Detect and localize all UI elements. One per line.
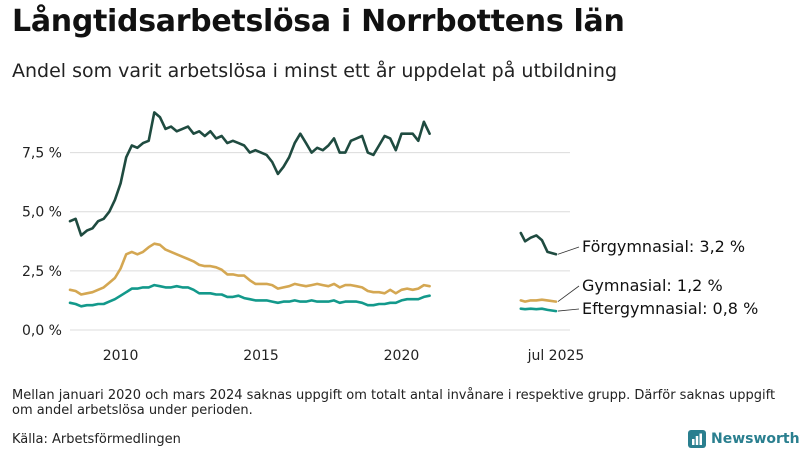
y-tick-label: 0,0 %	[22, 323, 62, 339]
y-tick-label: 7,5 %	[22, 146, 62, 162]
x-tick-label: 2020	[384, 348, 420, 364]
series-line-eftergymnasial	[68, 283, 431, 308]
x-axis-tick-labels: 2010 2015 2020 jul 2025	[103, 348, 585, 364]
series-line-gymnasial	[519, 298, 558, 303]
series-line-forgymnasial	[519, 231, 558, 256]
y-tick-label: 2,5 %	[22, 264, 62, 280]
series-line-gymnasial	[68, 242, 431, 296]
line-chart: 0,0 % 2,5 % 5,0 % 7,5 % 2010 2015 2020 jul 202…	[22, 111, 758, 364]
bar-chart-icon	[688, 430, 706, 448]
y-axis-tick-labels: 0,0 % 2,5 % 5,0 % 7,5 %	[22, 146, 62, 339]
label-leader-line	[557, 308, 580, 312]
series-lines	[68, 111, 558, 313]
missing-data-note: Mellan januari 2020 och mars 2024 saknas…	[12, 388, 776, 418]
source-note: Källa: Arbetsförmedlingen	[12, 432, 181, 447]
x-tick-label: 2010	[103, 348, 139, 364]
x-tick-label: 2015	[243, 348, 279, 364]
grid-lines	[70, 152, 570, 331]
brand-name: Newsworthy	[711, 431, 800, 447]
series-end-label: Eftergymnasial: 0,8 %	[582, 299, 758, 318]
chart-title: Långtidsarbetslösa i Norrbottens län	[12, 4, 625, 39]
series-end-label: Förgymnasial: 3,2 %	[582, 237, 745, 256]
label-leader-line	[557, 246, 580, 255]
chart-subtitle: Andel som varit arbetslösa i minst ett å…	[12, 60, 618, 82]
series-end-label: Gymnasial: 1,2 %	[582, 276, 723, 295]
series-line-eftergymnasial	[519, 307, 558, 313]
series-line-forgymnasial	[68, 111, 431, 237]
label-leader-line	[557, 285, 580, 302]
y-tick-label: 5,0 %	[22, 205, 62, 221]
newsworthy-logo[interactable]: Newsworthy	[688, 430, 800, 448]
series-end-labels: Förgymnasial: 3,2 % Gymnasial: 1,2 % Efter…	[557, 237, 758, 318]
x-tick-label: jul 2025	[527, 348, 585, 364]
